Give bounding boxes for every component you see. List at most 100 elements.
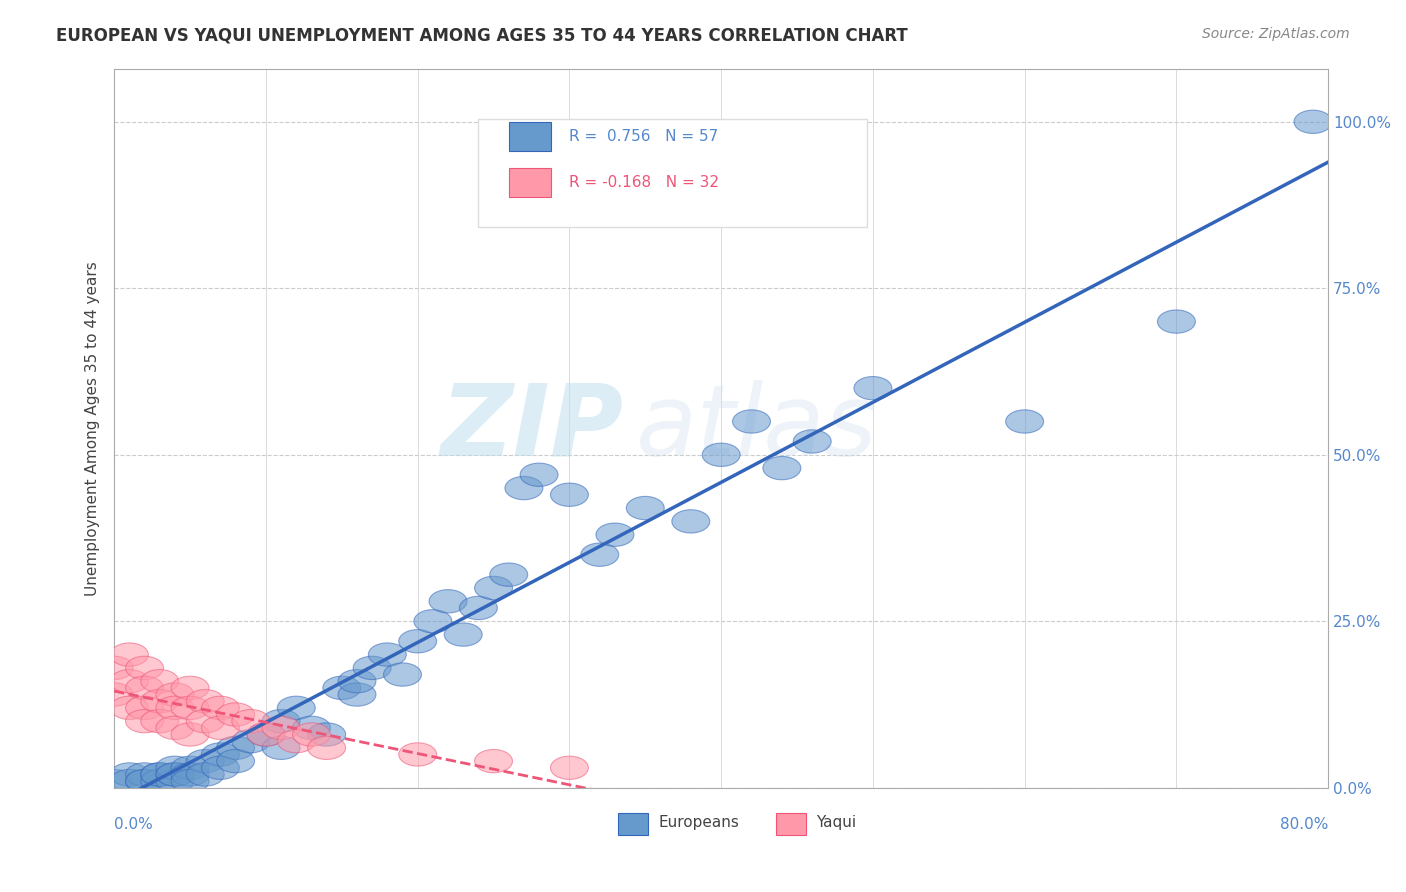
Ellipse shape <box>96 657 134 680</box>
Ellipse shape <box>277 730 315 753</box>
Ellipse shape <box>141 709 179 733</box>
Ellipse shape <box>672 509 710 533</box>
Text: R =  0.756   N = 57: R = 0.756 N = 57 <box>569 129 718 145</box>
Ellipse shape <box>111 770 148 793</box>
Ellipse shape <box>125 696 163 720</box>
Ellipse shape <box>125 763 163 786</box>
Ellipse shape <box>172 756 209 780</box>
Ellipse shape <box>156 763 194 786</box>
Ellipse shape <box>217 749 254 772</box>
Ellipse shape <box>125 709 163 733</box>
Ellipse shape <box>626 497 664 520</box>
Ellipse shape <box>111 763 148 786</box>
Ellipse shape <box>733 409 770 434</box>
Ellipse shape <box>413 609 451 633</box>
Ellipse shape <box>368 643 406 666</box>
Ellipse shape <box>337 670 375 693</box>
Ellipse shape <box>247 723 285 746</box>
FancyBboxPatch shape <box>776 813 806 835</box>
Text: Europeans: Europeans <box>658 814 740 830</box>
Ellipse shape <box>520 463 558 486</box>
Ellipse shape <box>262 709 299 733</box>
Text: ZIP: ZIP <box>441 380 624 476</box>
Ellipse shape <box>156 683 194 706</box>
Ellipse shape <box>141 670 179 693</box>
Ellipse shape <box>232 730 270 753</box>
Ellipse shape <box>186 749 224 772</box>
Ellipse shape <box>172 723 209 746</box>
Ellipse shape <box>292 716 330 739</box>
Text: atlas: atlas <box>636 380 877 476</box>
Ellipse shape <box>96 683 134 706</box>
Ellipse shape <box>141 763 179 786</box>
Text: EUROPEAN VS YAQUI UNEMPLOYMENT AMONG AGES 35 TO 44 YEARS CORRELATION CHART: EUROPEAN VS YAQUI UNEMPLOYMENT AMONG AGE… <box>56 27 908 45</box>
Ellipse shape <box>186 690 224 713</box>
Ellipse shape <box>292 723 330 746</box>
FancyBboxPatch shape <box>509 122 551 152</box>
Ellipse shape <box>262 736 299 759</box>
Ellipse shape <box>156 696 194 720</box>
Ellipse shape <box>399 630 437 653</box>
Ellipse shape <box>853 376 891 400</box>
Ellipse shape <box>384 663 422 686</box>
Ellipse shape <box>1157 310 1195 334</box>
Text: 0.0%: 0.0% <box>114 816 153 831</box>
Ellipse shape <box>444 623 482 646</box>
Text: 80.0%: 80.0% <box>1279 816 1329 831</box>
Ellipse shape <box>201 696 239 720</box>
Ellipse shape <box>353 657 391 680</box>
Ellipse shape <box>596 523 634 546</box>
Ellipse shape <box>308 736 346 759</box>
Ellipse shape <box>141 770 179 793</box>
Ellipse shape <box>262 716 299 739</box>
Ellipse shape <box>337 683 375 706</box>
Ellipse shape <box>399 743 437 766</box>
Ellipse shape <box>172 763 209 786</box>
Text: Source: ZipAtlas.com: Source: ZipAtlas.com <box>1202 27 1350 41</box>
Ellipse shape <box>125 676 163 699</box>
Ellipse shape <box>125 657 163 680</box>
Ellipse shape <box>475 576 513 599</box>
Ellipse shape <box>1005 409 1043 434</box>
Y-axis label: Unemployment Among Ages 35 to 44 years: Unemployment Among Ages 35 to 44 years <box>86 260 100 596</box>
Ellipse shape <box>141 763 179 786</box>
Ellipse shape <box>505 476 543 500</box>
Ellipse shape <box>141 690 179 713</box>
Ellipse shape <box>125 770 163 793</box>
Ellipse shape <box>247 723 285 746</box>
Ellipse shape <box>308 723 346 746</box>
Ellipse shape <box>125 770 163 793</box>
Ellipse shape <box>217 736 254 759</box>
Ellipse shape <box>156 770 194 793</box>
Ellipse shape <box>232 709 270 733</box>
FancyBboxPatch shape <box>619 813 648 835</box>
Text: R = -0.168   N = 32: R = -0.168 N = 32 <box>569 175 720 190</box>
Ellipse shape <box>551 483 588 507</box>
Ellipse shape <box>793 430 831 453</box>
Ellipse shape <box>489 563 527 586</box>
Ellipse shape <box>201 756 239 780</box>
Ellipse shape <box>156 716 194 739</box>
Ellipse shape <box>217 703 254 726</box>
FancyBboxPatch shape <box>509 168 551 196</box>
Ellipse shape <box>475 749 513 772</box>
Ellipse shape <box>111 670 148 693</box>
Ellipse shape <box>1294 110 1331 134</box>
Ellipse shape <box>172 676 209 699</box>
Ellipse shape <box>96 770 134 793</box>
Ellipse shape <box>186 709 224 733</box>
Ellipse shape <box>429 590 467 613</box>
Ellipse shape <box>702 443 740 467</box>
Ellipse shape <box>111 696 148 720</box>
Ellipse shape <box>172 770 209 793</box>
Ellipse shape <box>156 756 194 780</box>
Ellipse shape <box>323 676 361 699</box>
Text: Yaqui: Yaqui <box>815 814 856 830</box>
Ellipse shape <box>156 763 194 786</box>
Ellipse shape <box>186 763 224 786</box>
Ellipse shape <box>551 756 588 780</box>
Ellipse shape <box>277 696 315 720</box>
FancyBboxPatch shape <box>478 119 868 227</box>
Ellipse shape <box>201 743 239 766</box>
Ellipse shape <box>763 457 801 480</box>
